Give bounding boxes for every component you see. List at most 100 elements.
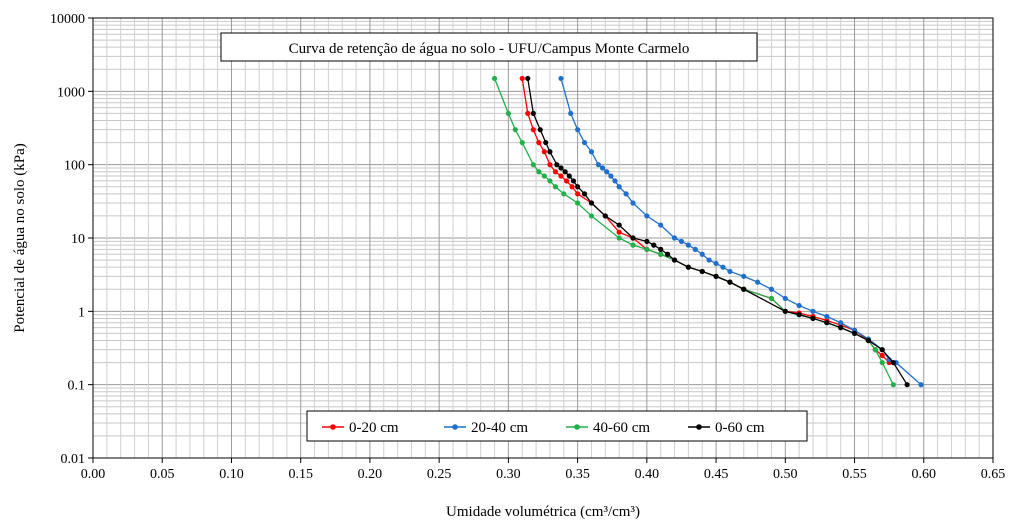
legend-swatch-marker [330,424,336,430]
data-point [566,173,572,179]
data-point [536,169,542,175]
data-point [512,127,518,133]
legend-entry: 40-60 cm [566,420,650,436]
x-tick-label: 0.00 [81,467,106,482]
data-point [918,382,924,388]
legend: 0-20 cm 20-40 cm 40-60 cm 0-60 cm [306,410,808,442]
y-tick-label: 0.1 [68,379,86,394]
data-point [588,200,595,206]
data-point [838,325,844,331]
y-tick-label: 1000 [57,85,85,100]
data-point [581,191,588,197]
data-point [630,235,636,241]
chart-title-frame [220,32,758,62]
data-point [890,382,896,388]
x-tick-label: 0.10 [219,467,244,482]
data-point [588,213,595,219]
data-point [658,222,664,228]
data-point [541,173,547,179]
legend-entry: 0-20 cm [322,420,399,436]
data-point [575,200,581,206]
data-point [755,279,761,285]
data-point [727,268,733,275]
data-point [796,302,802,309]
data-point [727,279,733,285]
data-point [838,320,844,326]
data-point [623,191,629,197]
data-point [782,308,788,314]
data-point [552,169,559,175]
data-point [671,257,678,263]
legend-entry: 20-40 cm [444,420,528,436]
legend-swatch-marker [696,424,702,430]
data-point [768,286,775,292]
data-point [904,382,910,388]
data-point [519,75,525,82]
data-point [604,169,610,175]
data-point [541,149,547,155]
data-point [879,347,885,353]
data-point [630,200,636,206]
legend-swatch-marker [574,424,580,430]
data-point [581,139,588,146]
data-point [608,173,614,179]
data-point [630,242,636,248]
data-point [768,295,775,302]
y-tick-label: 100 [64,159,85,174]
data-point [651,242,657,248]
data-point [491,75,498,82]
x-tick-label: 0.65 [981,467,1006,482]
x-tick-label: 0.15 [288,467,313,482]
data-point [612,178,618,184]
data-point [595,162,601,168]
data-point [552,184,559,190]
data-point [644,213,650,219]
data-point [741,286,747,292]
data-point [879,352,885,359]
data-point [720,264,726,270]
data-point [602,213,608,219]
data-point [558,75,564,82]
data-point [706,257,712,263]
data-point [865,337,871,344]
legend-label: 20-40 cm [471,420,528,436]
legend-label: 0-60 cm [715,420,765,436]
data-point [570,178,577,184]
data-point [562,169,568,175]
series-group [491,75,924,388]
data-point [692,246,698,252]
legend-label: 0-20 cm [349,420,399,436]
data-point [536,139,542,146]
data-point [824,320,830,326]
x-tick-label: 0.45 [704,467,729,482]
data-point [678,238,685,244]
x-tick-label: 0.55 [842,467,867,482]
axis-ticks: 0.00 0.05 0.10 0.15 0.20 0.25 0.30 0.35 0.40 0.45… [50,12,1005,482]
data-point [563,178,570,184]
data-point [671,235,678,241]
data-point [851,330,858,337]
x-tick-label: 0.25 [427,467,452,482]
data-point [530,127,536,133]
data-point [599,165,606,171]
data-point [810,308,816,314]
x-tick-label: 0.40 [635,467,660,482]
series-0-60-cm [525,75,910,388]
data-point [543,139,549,146]
data-point [616,235,622,241]
data-point [713,273,719,279]
legend-frame [306,410,808,442]
data-point [547,178,553,184]
data-point [665,251,671,257]
data-point [569,184,575,190]
data-point [616,222,622,228]
data-point [505,110,511,117]
data-point [568,110,574,117]
data-point [575,127,581,133]
data-point [644,238,650,244]
data-point [644,246,650,252]
chart-title-box: Curva de retenção de água no solo - UFU/… [220,32,758,62]
data-point [547,162,553,168]
